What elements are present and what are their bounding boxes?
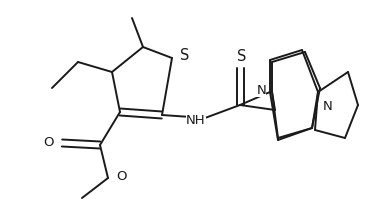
Text: O: O <box>116 170 127 183</box>
Text: N: N <box>256 84 266 96</box>
Text: S: S <box>180 49 189 64</box>
Text: N: N <box>323 100 333 113</box>
Text: NH: NH <box>186 113 206 127</box>
Text: S: S <box>237 49 247 64</box>
Text: O: O <box>44 137 54 149</box>
